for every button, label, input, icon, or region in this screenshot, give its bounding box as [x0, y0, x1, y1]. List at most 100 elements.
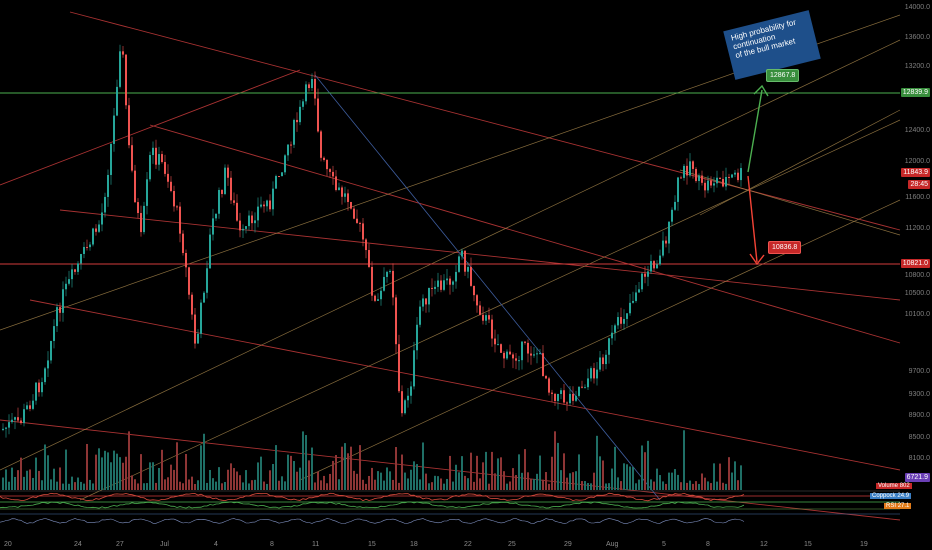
- candle-body: [449, 278, 451, 285]
- candle-body: [125, 54, 127, 106]
- volume-bar: [737, 480, 739, 490]
- volume-bar: [314, 482, 316, 490]
- candle-body: [350, 201, 352, 209]
- candle-body: [155, 147, 157, 165]
- candle-body: [8, 422, 10, 428]
- candle-body: [713, 183, 715, 186]
- candle-body: [383, 276, 385, 291]
- candle-body: [185, 252, 187, 268]
- price-tick: 8500.0: [908, 434, 930, 441]
- candle-body: [659, 255, 661, 265]
- volume-bar: [368, 475, 370, 490]
- volume-bar: [626, 464, 628, 490]
- volume-bar: [62, 483, 64, 490]
- candle-body: [134, 170, 136, 203]
- candle-body: [455, 271, 457, 282]
- indicator1-label: Coppock 24.9: [870, 493, 912, 499]
- time-label: 18: [410, 541, 418, 548]
- time-axis[interactable]: 20 24 27 Jul 4 8 11 15 18 22 25 29 Aug 5…: [0, 536, 900, 550]
- volume-bar: [656, 468, 658, 490]
- volume-bar: [362, 479, 364, 490]
- candle-body: [587, 378, 589, 388]
- volume-bar: [140, 454, 142, 490]
- volume-bar: [638, 479, 640, 490]
- candle-body: [62, 289, 64, 313]
- volume-bar: [377, 471, 379, 490]
- volume-bar: [566, 477, 568, 490]
- volume-bar: [296, 471, 298, 490]
- blue-trendline[interactable]: [314, 74, 661, 501]
- price-tick: 12000.0: [904, 158, 930, 165]
- volume-bar: [356, 473, 358, 490]
- up-target-label[interactable]: 12867.8: [766, 69, 800, 82]
- volume-bar: [263, 481, 265, 490]
- volume-bar: [551, 456, 553, 490]
- candle-body: [632, 300, 634, 303]
- volume-bar: [647, 440, 649, 490]
- bullish-arrow[interactable]: [747, 84, 769, 173]
- candle-body: [242, 228, 244, 231]
- volume-bar: [587, 482, 589, 490]
- volume-bar: [650, 479, 652, 490]
- candle-body: [410, 386, 412, 396]
- volume-bar: [53, 468, 55, 490]
- volume-bar: [125, 456, 127, 490]
- down-target-label[interactable]: 10836.8: [768, 241, 802, 254]
- volume-bar: [497, 458, 499, 490]
- volume-bar: [215, 481, 217, 490]
- candle-body: [245, 226, 247, 229]
- volume-bar: [161, 449, 163, 490]
- volume-bar: [344, 443, 346, 490]
- candle-body: [119, 51, 121, 87]
- candle-body: [545, 375, 547, 379]
- candle-body: [221, 190, 223, 194]
- volume-bar: [317, 471, 319, 490]
- volume-bar: [218, 467, 220, 490]
- candle-body: [41, 382, 43, 393]
- volume-bar: [320, 480, 322, 490]
- volume-bar: [713, 463, 715, 490]
- volume-bar: [23, 476, 25, 490]
- candle-body: [170, 181, 172, 192]
- candle-body: [86, 246, 88, 248]
- candle-body: [29, 405, 31, 409]
- volume-bar: [515, 475, 517, 490]
- volume-bar: [548, 483, 550, 490]
- candle-body: [671, 209, 673, 222]
- candle-body: [44, 368, 46, 383]
- volume-bar: [470, 452, 472, 490]
- candle-body: [278, 176, 280, 178]
- candle-body: [395, 297, 397, 345]
- bearish-arrow[interactable]: [747, 175, 765, 266]
- volume-bar: [434, 475, 436, 490]
- candle-body: [161, 154, 163, 163]
- volume-bar: [476, 455, 478, 490]
- candle-body: [680, 177, 682, 179]
- candle-body: [668, 221, 670, 244]
- candle-body: [257, 206, 259, 221]
- volume-bar: [608, 483, 610, 490]
- candle-body: [320, 131, 322, 158]
- candle-body: [719, 177, 721, 179]
- volume-bar: [698, 483, 700, 490]
- candle-body: [473, 285, 475, 296]
- candle-body: [716, 177, 718, 184]
- price-tick: 8100.0: [908, 455, 930, 462]
- volume-bar: [341, 446, 343, 490]
- candle-body: [683, 165, 685, 178]
- candle-body: [485, 315, 487, 321]
- candle-body: [89, 244, 91, 248]
- candlestick-series: [2, 44, 742, 438]
- candle-body: [284, 155, 286, 173]
- candle-body: [644, 273, 646, 277]
- candle-body: [725, 176, 727, 187]
- candle-body: [281, 172, 283, 177]
- price-axis[interactable]: 14000.0 13600.0 13200.0 12400.0 12000.0 …: [900, 0, 932, 530]
- candle-body: [440, 280, 442, 290]
- price-tick: 10800.0: [904, 272, 930, 279]
- time-label: 22: [464, 541, 472, 548]
- volume-bar: [254, 479, 256, 490]
- candle-body: [533, 354, 535, 356]
- candle-body: [188, 267, 190, 295]
